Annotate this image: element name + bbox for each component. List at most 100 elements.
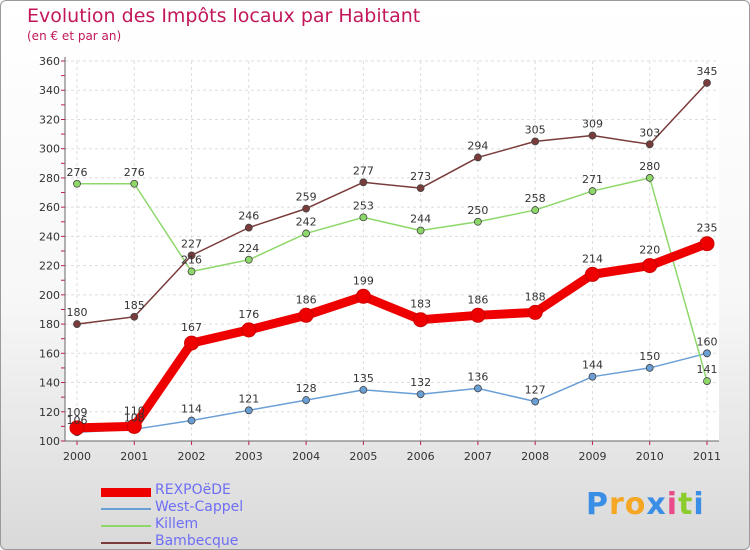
y-tick-label: 220	[39, 260, 60, 273]
data-point-rexpo-de	[642, 258, 658, 274]
legend-swatch	[101, 487, 151, 497]
data-point-bambecque	[531, 137, 540, 146]
data-point-west-cappel	[645, 364, 654, 372]
data-label-bambecque: 305	[525, 123, 546, 136]
data-point-rexpo-de	[355, 288, 371, 304]
data-label-west-cappel: 135	[353, 372, 374, 385]
data-label-killem: 224	[238, 242, 259, 255]
data-point-killem	[645, 174, 654, 182]
y-tick-label: 340	[39, 84, 60, 97]
data-point-rexpo-de	[413, 312, 429, 328]
data-label-west-cappel: 127	[525, 384, 546, 397]
y-tick-label: 180	[39, 318, 60, 331]
series-line-bambecque	[76, 82, 708, 325]
data-label-rexpo-de: 109	[67, 406, 88, 419]
data-point-rexpo-de	[184, 335, 200, 351]
data-point-bambecque	[416, 184, 425, 193]
logo-letter: o	[624, 487, 647, 522]
data-label-bambecque: 227	[181, 237, 202, 250]
data-label-bambecque: 277	[353, 164, 374, 177]
data-label-killem: 216	[181, 253, 202, 266]
y-tick-label: 320	[39, 113, 60, 126]
legend-swatch	[101, 525, 151, 527]
data-point-rexpo-de	[470, 307, 486, 323]
logo-letter: r	[609, 487, 625, 522]
data-point-killem	[187, 267, 196, 276]
data-label-killem: 258	[525, 192, 546, 205]
data-label-bambecque: 309	[582, 118, 603, 131]
y-tick-label: 160	[39, 347, 60, 360]
data-point-rexpo-de	[241, 322, 257, 338]
data-point-bambecque	[244, 223, 253, 232]
data-point-west-cappel	[187, 416, 196, 425]
data-label-bambecque: 185	[124, 299, 145, 312]
data-label-bambecque: 180	[67, 306, 88, 319]
logo-letter: i	[693, 487, 705, 522]
data-label-bambecque: 259	[296, 191, 317, 204]
data-label-rexpo-de: 214	[582, 252, 603, 265]
x-tick-label: 2009	[578, 450, 606, 463]
x-tick-label: 2003	[235, 450, 263, 463]
data-label-west-cappel: 144	[582, 359, 603, 372]
data-point-rexpo-de	[126, 418, 142, 434]
data-label-rexpo-de: 176	[238, 308, 259, 321]
data-point-killem	[244, 255, 253, 264]
data-label-west-cappel: 132	[410, 376, 431, 389]
y-tick-label: 200	[39, 289, 60, 302]
data-label-killem: 276	[67, 166, 88, 179]
data-point-bambecque	[588, 131, 597, 140]
data-label-killem: 271	[582, 173, 603, 186]
data-point-killem	[130, 179, 139, 188]
data-point-killem	[359, 213, 368, 222]
data-point-rexpo-de	[584, 266, 600, 282]
x-tick-label: 2005	[349, 450, 377, 463]
data-label-rexpo-de: 183	[410, 298, 431, 311]
data-label-west-cappel: 128	[296, 382, 317, 395]
data-point-west-cappel	[531, 397, 540, 406]
y-tick-label: 100	[39, 435, 60, 448]
data-point-west-cappel	[703, 349, 711, 358]
data-label-west-cappel: 160	[697, 335, 718, 348]
logo-letter: P	[586, 487, 609, 522]
data-point-bambecque	[187, 251, 196, 260]
data-label-killem: 244	[410, 213, 431, 226]
data-point-west-cappel	[588, 372, 597, 381]
data-label-west-cappel: 108	[124, 411, 145, 424]
data-label-west-cappel: 106	[67, 414, 88, 427]
data-label-rexpo-de: 167	[181, 321, 202, 334]
data-point-bambecque	[130, 312, 139, 321]
data-label-rexpo-de: 186	[467, 293, 488, 306]
data-point-west-cappel	[302, 396, 310, 404]
data-label-rexpo-de: 186	[296, 293, 317, 306]
y-tick-label: 300	[39, 143, 60, 156]
x-tick-label: 2011	[693, 450, 721, 463]
data-point-killem	[531, 206, 540, 214]
data-label-bambecque: 246	[238, 210, 259, 223]
data-point-bambecque	[359, 178, 368, 187]
y-tick-label: 360	[39, 55, 60, 68]
data-label-killem: 253	[353, 199, 374, 212]
logo-letter: t	[678, 487, 694, 522]
chart-title: Evolution des Impôts locaux par Habitant	[27, 5, 421, 27]
data-label-rexpo-de: 235	[697, 222, 718, 235]
y-tick-label: 240	[39, 230, 60, 243]
series-line-rexpo-de	[72, 239, 712, 433]
data-point-rexpo-de	[298, 307, 314, 323]
y-tick-label: 280	[39, 172, 60, 185]
x-tick-label: 2010	[636, 450, 664, 463]
data-point-bambecque	[474, 153, 482, 162]
x-tick-label: 2001	[120, 450, 148, 463]
data-label-bambecque: 294	[467, 139, 488, 152]
data-point-west-cappel	[474, 384, 482, 393]
data-point-killem	[703, 377, 711, 385]
legend-label: Killem	[155, 516, 199, 532]
data-point-killem	[73, 179, 81, 188]
data-label-killem: 250	[467, 204, 488, 217]
legend-label: Bambecque	[155, 533, 239, 549]
data-point-killem	[416, 226, 425, 235]
data-label-rexpo-de: 110	[124, 404, 145, 417]
data-label-killem: 276	[124, 166, 145, 179]
x-tick-label: 2006	[407, 450, 435, 463]
